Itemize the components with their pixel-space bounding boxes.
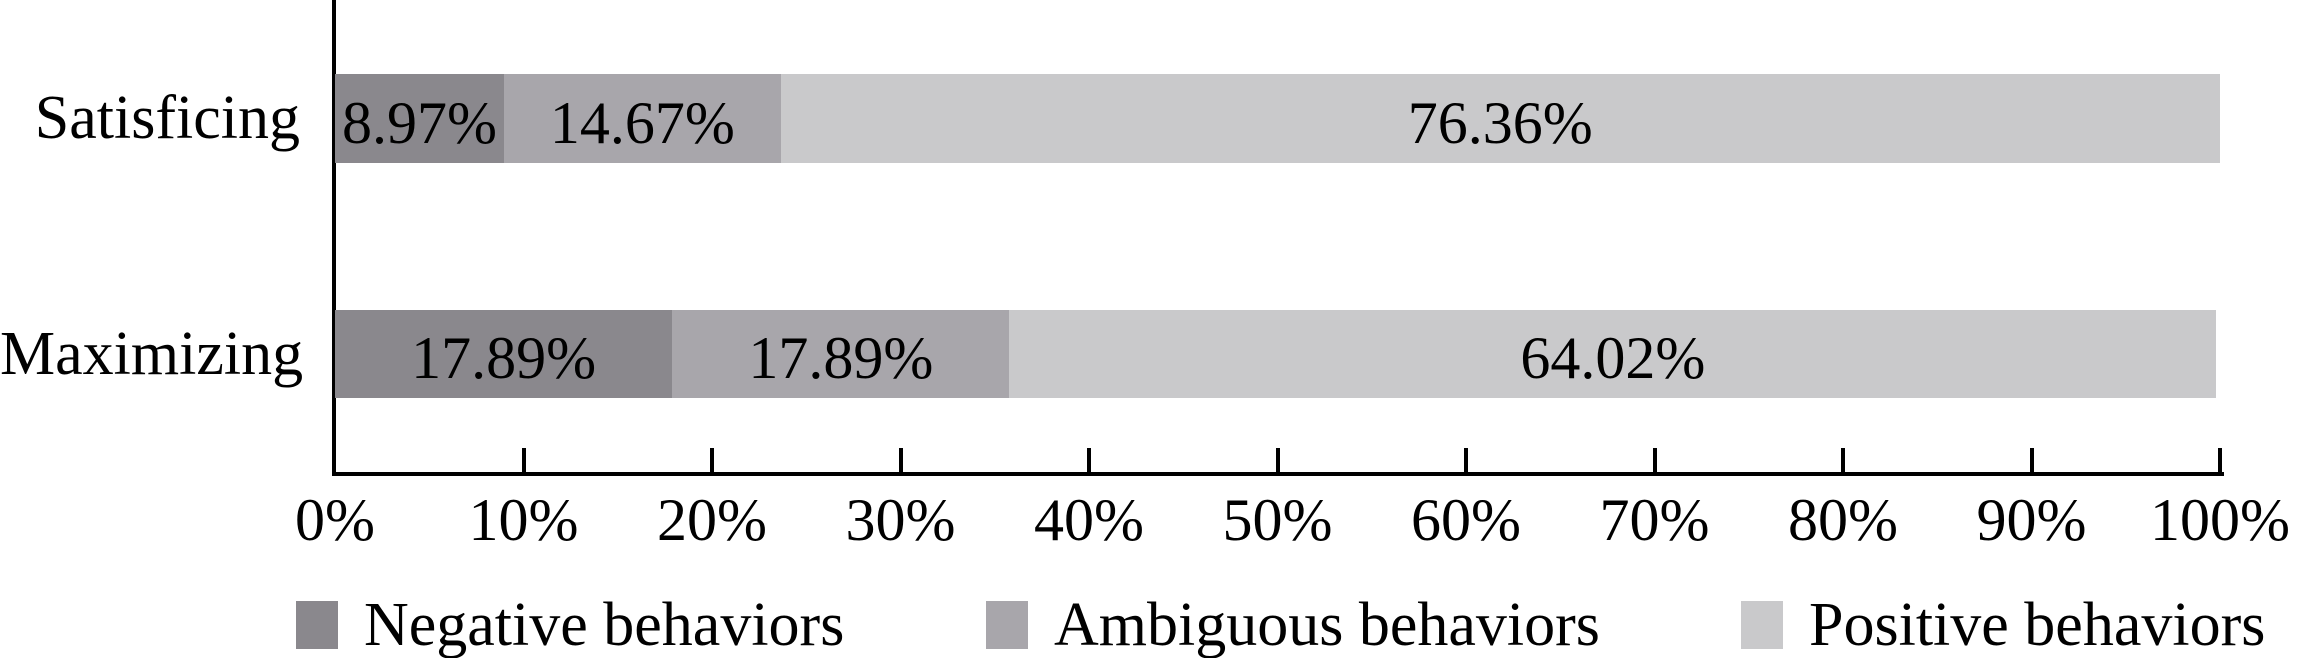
axis-tick xyxy=(2218,448,2222,472)
axis-tick-label: 80% xyxy=(1788,487,1898,553)
legend-item-ambiguous-behaviors: Ambiguous behaviors xyxy=(986,594,1600,656)
axis-tick-label: 50% xyxy=(1222,487,1333,553)
category-label-maximizing: Maximizing xyxy=(0,320,304,388)
bar-value-label: 76.36% xyxy=(1407,89,1593,156)
bar-segment-positive-behaviors: 76.36% xyxy=(780,74,2220,163)
axis-tick xyxy=(1087,448,1091,472)
category-label-satisficing: Satisficing xyxy=(34,84,300,152)
bar-value-label: 14.67% xyxy=(549,89,735,156)
axis-tick xyxy=(1275,448,1280,472)
bar-value-label: 17.89% xyxy=(411,325,597,391)
axis-tick xyxy=(521,448,526,472)
axis-tick xyxy=(1841,448,1845,472)
axis-tick-label: 10% xyxy=(468,487,579,553)
bar-segment-negative-behaviors: 17.89% xyxy=(335,310,673,398)
legend-swatch-icon xyxy=(1741,601,1783,649)
legend-item-negative-behaviors: Negative behaviors xyxy=(296,594,844,656)
axis-tick xyxy=(710,448,714,472)
legend-item-positive-behaviors: Positive behaviors xyxy=(1741,594,2265,656)
legend-swatch-icon xyxy=(986,601,1028,649)
x-axis-line xyxy=(332,472,2224,476)
bar-value-label: 64.02% xyxy=(1520,325,1706,391)
legend-swatch-icon xyxy=(296,601,338,649)
y-axis-line xyxy=(332,0,336,476)
legend-label: Ambiguous behaviors xyxy=(1054,591,1600,658)
legend-label: Positive behaviors xyxy=(1809,591,2266,658)
bar-segment-positive-behaviors: 64.02% xyxy=(1009,310,2217,398)
axis-tick xyxy=(1464,448,1468,472)
bar-value-label: 17.89% xyxy=(748,325,934,391)
bar-value-label: 8.97% xyxy=(342,89,498,156)
axis-tick-label: 60% xyxy=(1411,487,1521,553)
axis-tick-label: 20% xyxy=(657,487,767,553)
axis-tick xyxy=(898,448,903,472)
axis-tick-label: 100% xyxy=(2150,487,2290,553)
bar-segment-ambiguous-behaviors: 17.89% xyxy=(672,310,1010,398)
axis-tick-label: 90% xyxy=(1976,487,2087,553)
axis-tick xyxy=(1652,448,1657,472)
axis-tick-label: 70% xyxy=(1599,487,1710,553)
legend-label: Negative behaviors xyxy=(364,591,845,658)
axis-tick xyxy=(2029,448,2034,472)
axis-tick-label: 30% xyxy=(845,487,956,553)
bar-segment-negative-behaviors: 8.97% xyxy=(335,74,505,163)
axis-tick-label: 0% xyxy=(295,487,375,553)
bar-segment-ambiguous-behaviors: 14.67% xyxy=(504,74,781,163)
axis-tick-label: 40% xyxy=(1034,487,1144,553)
